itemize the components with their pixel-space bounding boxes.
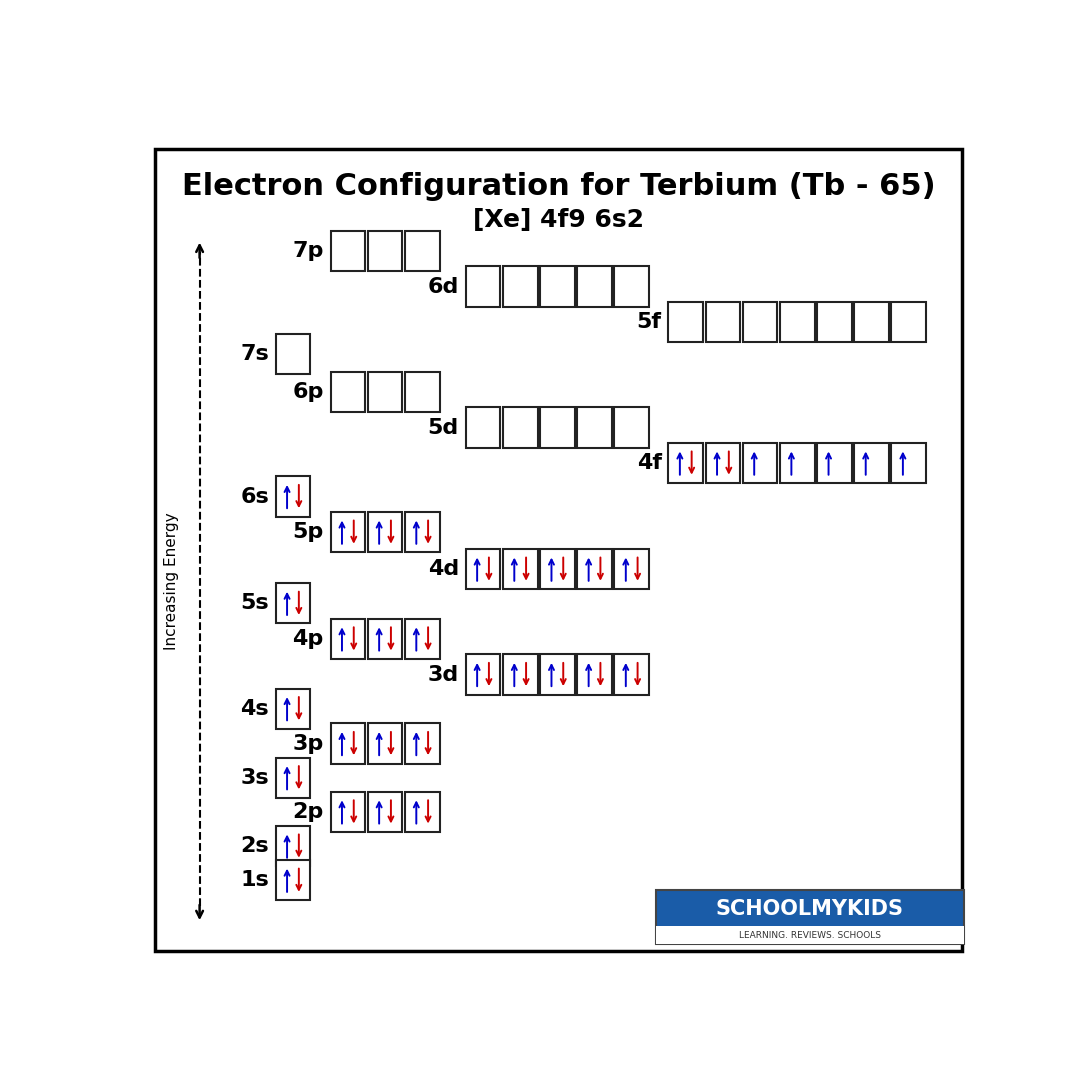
- Bar: [404, 792, 439, 832]
- Bar: [330, 619, 365, 659]
- Bar: [540, 407, 574, 448]
- Text: Increasing Energy: Increasing Energy: [165, 513, 179, 650]
- Bar: [615, 654, 649, 695]
- Bar: [540, 549, 574, 589]
- Text: [Xe] 4f9 6s2: [Xe] 4f9 6s2: [473, 208, 644, 232]
- Bar: [276, 584, 311, 624]
- Bar: [892, 443, 926, 484]
- Text: 4s: 4s: [240, 699, 269, 719]
- Text: 2p: 2p: [292, 802, 324, 822]
- Bar: [705, 302, 740, 342]
- Bar: [404, 512, 439, 552]
- Text: LEARNING. REVIEWS. SCHOOLS: LEARNING. REVIEWS. SCHOOLS: [739, 931, 881, 940]
- Text: 5s: 5s: [240, 594, 269, 613]
- Bar: [780, 302, 814, 342]
- Bar: [276, 334, 311, 375]
- Bar: [668, 443, 703, 484]
- Text: 2s: 2s: [240, 836, 269, 856]
- Text: 7s: 7s: [240, 344, 269, 364]
- Text: 4p: 4p: [292, 629, 324, 649]
- Bar: [615, 407, 649, 448]
- Text: 1s: 1s: [240, 870, 269, 891]
- Bar: [656, 926, 965, 944]
- Bar: [330, 723, 365, 763]
- Bar: [404, 371, 439, 412]
- Bar: [578, 267, 611, 307]
- Bar: [367, 792, 402, 832]
- Bar: [465, 654, 500, 695]
- Bar: [330, 792, 365, 832]
- Bar: [276, 758, 311, 798]
- Text: Electron Configuration for Terbium (Tb - 65): Electron Configuration for Terbium (Tb -…: [182, 172, 935, 200]
- Bar: [855, 302, 889, 342]
- Bar: [465, 407, 500, 448]
- Bar: [502, 654, 537, 695]
- Text: 6p: 6p: [292, 382, 324, 402]
- Text: 4f: 4f: [637, 453, 662, 473]
- Bar: [502, 267, 537, 307]
- Bar: [742, 443, 777, 484]
- Bar: [330, 512, 365, 552]
- Bar: [818, 443, 851, 484]
- Bar: [578, 654, 611, 695]
- Bar: [367, 619, 402, 659]
- Text: SCHOOLMYKIDS: SCHOOLMYKIDS: [716, 898, 904, 919]
- Bar: [742, 302, 777, 342]
- Bar: [705, 443, 740, 484]
- Bar: [615, 549, 649, 589]
- Bar: [615, 267, 649, 307]
- Bar: [465, 549, 500, 589]
- Text: 7p: 7p: [292, 241, 324, 261]
- Text: 4d: 4d: [427, 559, 459, 579]
- Bar: [668, 302, 703, 342]
- Bar: [818, 302, 851, 342]
- Bar: [330, 371, 365, 412]
- Bar: [276, 477, 311, 516]
- Bar: [276, 860, 311, 901]
- Bar: [502, 549, 537, 589]
- Bar: [404, 619, 439, 659]
- Bar: [780, 443, 814, 484]
- Bar: [892, 302, 926, 342]
- Bar: [276, 825, 311, 866]
- Bar: [502, 407, 537, 448]
- Bar: [367, 371, 402, 412]
- Bar: [404, 723, 439, 763]
- Text: 5d: 5d: [427, 417, 459, 438]
- Bar: [578, 407, 611, 448]
- Text: 5f: 5f: [637, 313, 662, 332]
- Bar: [465, 267, 500, 307]
- Bar: [855, 443, 889, 484]
- Text: 3p: 3p: [292, 734, 324, 754]
- Bar: [367, 512, 402, 552]
- Text: 6s: 6s: [240, 487, 269, 506]
- Bar: [656, 890, 965, 944]
- Bar: [330, 231, 365, 271]
- Bar: [578, 549, 611, 589]
- Text: 3d: 3d: [427, 664, 459, 685]
- Text: 6d: 6d: [427, 277, 459, 296]
- Bar: [367, 723, 402, 763]
- Bar: [367, 231, 402, 271]
- Text: 5p: 5p: [292, 522, 324, 542]
- Bar: [540, 267, 574, 307]
- Bar: [276, 688, 311, 729]
- Bar: [540, 654, 574, 695]
- Text: 3s: 3s: [240, 768, 269, 787]
- Bar: [404, 231, 439, 271]
